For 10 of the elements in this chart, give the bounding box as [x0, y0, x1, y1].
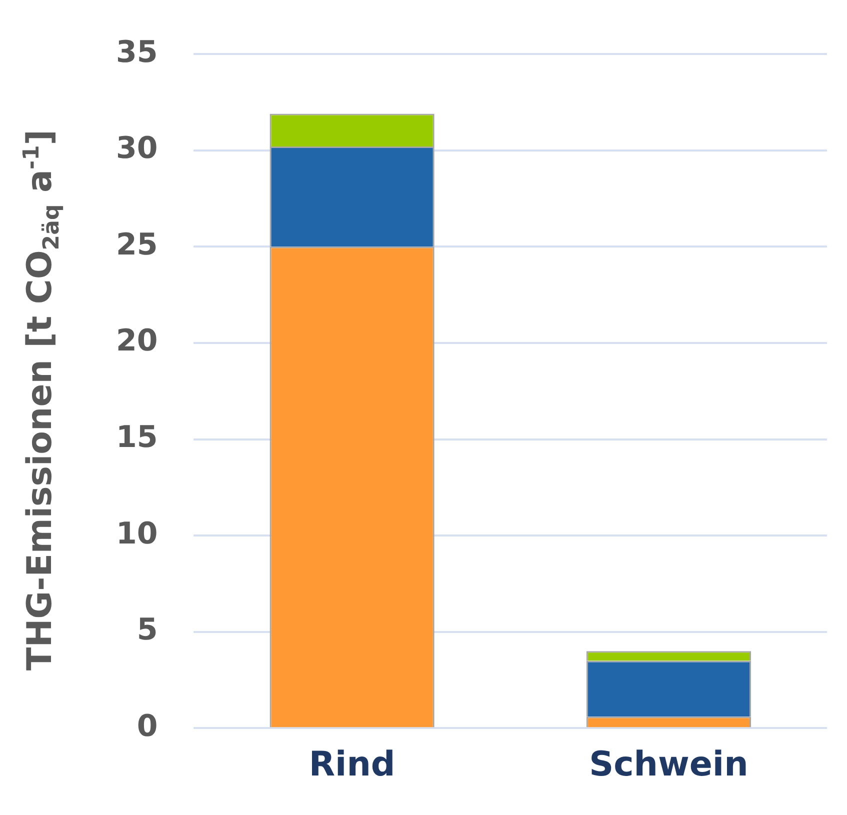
y-tick-label: 30 — [116, 131, 158, 166]
y-tick-label: 10 — [116, 516, 158, 552]
x-tick-label: Schwein — [589, 744, 748, 784]
y-tick-label: 20 — [116, 324, 158, 359]
y-tick-label: 35 — [116, 34, 158, 70]
y-tick-label: 15 — [116, 420, 158, 456]
y-tick-label: 5 — [136, 612, 158, 648]
x-tick-label: Rind — [308, 744, 396, 784]
y-tick-label: 0 — [136, 708, 158, 744]
y-tick-label: 25 — [116, 227, 158, 262]
